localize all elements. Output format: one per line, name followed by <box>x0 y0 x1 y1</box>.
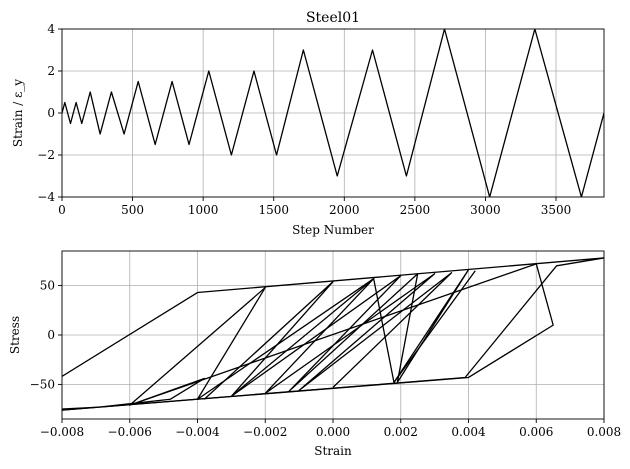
stress-strain-ytick-label: 50 <box>40 279 55 293</box>
stress-strain-ylabel: Stress <box>8 316 22 354</box>
stress-strain-xtick-label: 0.008 <box>587 425 621 439</box>
stress-strain-xtick-label: 0.006 <box>519 425 553 439</box>
strain-history-title: Steel01 <box>306 10 360 26</box>
stress-strain-ticks: −0.008 −0.006 −0.004 −0.002 0.000 0.002 0.004 0… <box>30 279 622 439</box>
stress-strain-xtick-label: −0.004 <box>175 425 220 439</box>
stress-strain-xtick-label: −0.006 <box>108 425 152 439</box>
strain-history-xtick-label: 2500 <box>400 203 431 217</box>
strain-history-ytick-label: −4 <box>37 190 55 204</box>
stress-strain-series <box>62 257 604 411</box>
strain-history-ytick-label: −2 <box>37 148 55 162</box>
strain-history-ytick-label: 4 <box>47 22 55 36</box>
strain-history-xtick-label: 2000 <box>329 203 360 217</box>
stress-strain-ytick-label: 0 <box>47 328 55 342</box>
strain-history-xtick-label: 500 <box>121 203 144 217</box>
strain-history-plot: 0 500 1000 1500 2000 2500 3000 3500 −4 −2 0 2 4 Stee… <box>11 10 605 237</box>
stress-strain-xtick-label: −0.008 <box>40 425 84 439</box>
stress-strain-xtick-label: 0.000 <box>316 425 350 439</box>
stress-strain-xlabel: Strain <box>314 444 352 458</box>
strain-history-xlabel: Step Number <box>292 223 374 237</box>
stress-strain-series-line <box>129 270 476 406</box>
stress-strain-ytick-label: −50 <box>30 377 55 391</box>
strain-history-xtick-label: 3000 <box>470 203 501 217</box>
strain-history-ytick-label: 0 <box>47 106 55 120</box>
stress-strain-plot: −0.008 −0.006 −0.004 −0.002 0.000 0.002 0.004 0… <box>8 250 622 458</box>
stress-strain-xtick-label: 0.002 <box>384 425 418 439</box>
stress-strain-xtick-label: 0.004 <box>451 425 486 439</box>
strain-history-xtick-label: 0 <box>58 203 66 217</box>
strain-history-series-line <box>62 29 604 197</box>
strain-history-ticks: 0 500 1000 1500 2000 2500 3000 3500 −4 −2 0 2 4 <box>37 22 571 217</box>
strain-history-xtick-label: 1000 <box>188 203 219 217</box>
strain-history-xtick-label: 1500 <box>258 203 289 217</box>
stress-strain-xtick-label: −0.002 <box>243 425 287 439</box>
stress-strain-series-line <box>203 273 419 400</box>
stress-strain-series-line <box>393 269 470 383</box>
strain-history-ylabel: Strain / ε_y <box>11 79 25 147</box>
strain-history-series <box>62 29 604 197</box>
strain-history-xtick-label: 3500 <box>541 203 572 217</box>
strain-history-ytick-label: 2 <box>47 64 55 78</box>
stress-strain-series-line <box>62 257 604 411</box>
stress-strain-series-line <box>230 272 453 397</box>
